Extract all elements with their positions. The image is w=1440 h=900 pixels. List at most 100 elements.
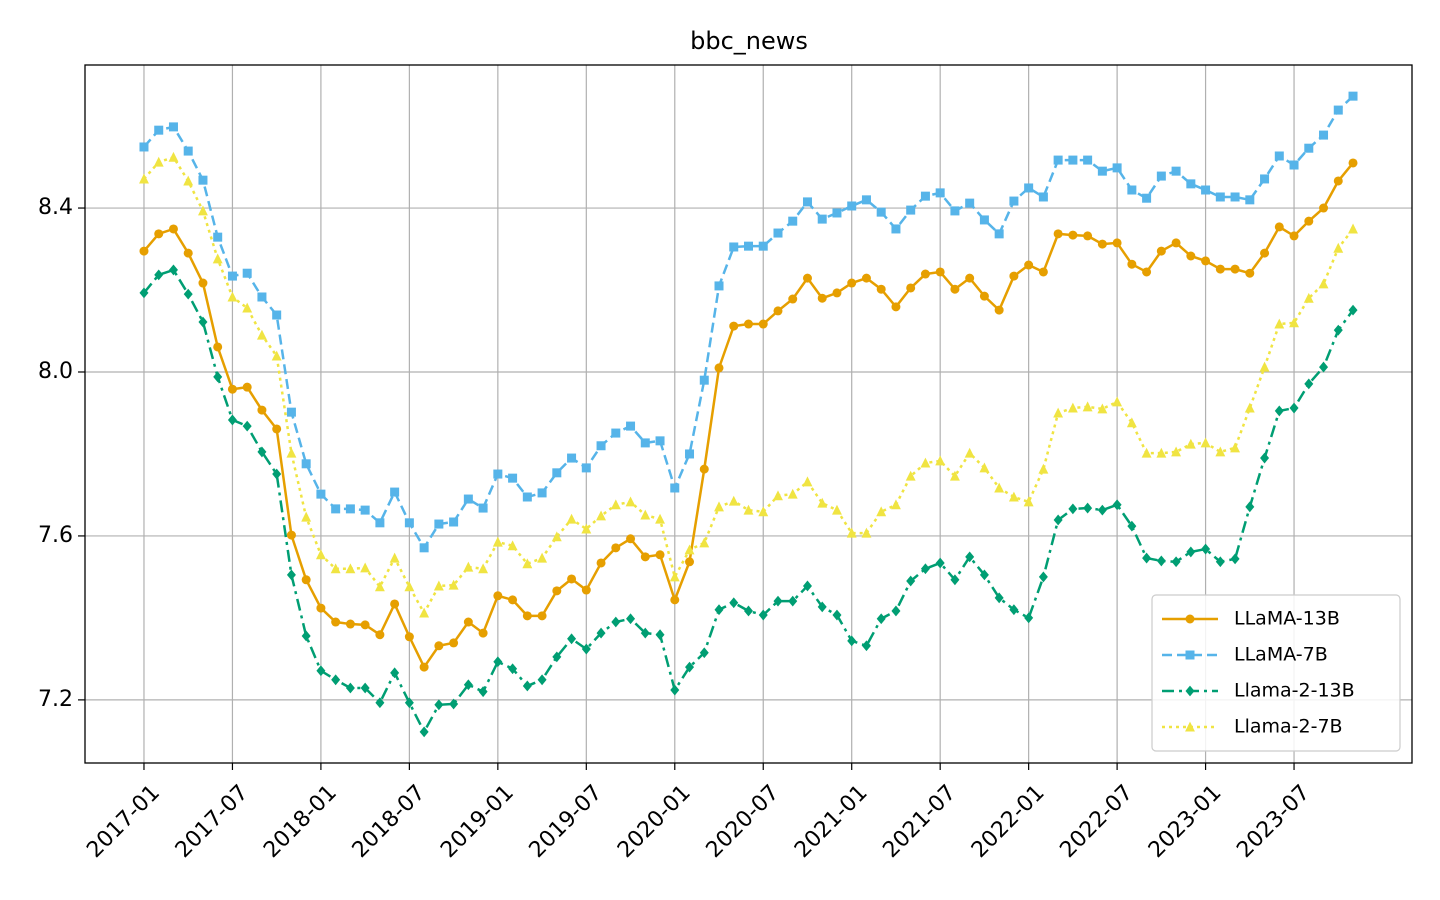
- data-point: [345, 563, 356, 574]
- data-point: [492, 536, 503, 547]
- data-point: [832, 504, 842, 515]
- data-point: [979, 291, 989, 301]
- legend-label: Llama-2-13B: [1234, 680, 1355, 702]
- data-point: [1289, 402, 1299, 414]
- data-point: [1038, 192, 1048, 202]
- data-point: [1186, 546, 1196, 558]
- data-point: [920, 563, 930, 575]
- data-point: [626, 613, 636, 625]
- data-point: [1304, 378, 1314, 390]
- legend-marker: [1185, 614, 1195, 624]
- data-point: [404, 632, 414, 642]
- data-point: [419, 543, 429, 553]
- data-point: [301, 511, 312, 522]
- data-point: [1289, 160, 1299, 170]
- data-point: [1142, 267, 1152, 277]
- data-point: [1156, 171, 1166, 181]
- data-point: [846, 527, 857, 538]
- data-point: [1348, 91, 1358, 101]
- data-point: [478, 563, 489, 574]
- data-point: [375, 630, 385, 640]
- data-point: [1200, 437, 1211, 448]
- data-point: [669, 571, 680, 582]
- data-point: [1083, 231, 1093, 241]
- data-point: [861, 527, 872, 538]
- data-point: [728, 495, 739, 506]
- data-point: [1230, 264, 1240, 274]
- data-point: [257, 292, 267, 302]
- data-point: [345, 682, 355, 694]
- chart-title: bbc_news: [690, 27, 808, 55]
- data-point: [213, 342, 223, 352]
- data-point: [301, 575, 311, 585]
- data-point: [316, 665, 326, 677]
- data-point: [242, 302, 253, 313]
- data-point: [227, 291, 238, 302]
- data-point: [861, 273, 871, 283]
- data-point: [861, 640, 871, 652]
- data-point: [449, 698, 459, 710]
- data-point: [537, 552, 548, 563]
- data-point: [1053, 155, 1063, 165]
- data-point: [876, 506, 887, 517]
- data-point: [965, 273, 975, 283]
- data-point: [493, 656, 503, 668]
- data-point: [832, 208, 842, 218]
- data-point: [345, 619, 355, 629]
- data-point: [596, 558, 606, 568]
- data-point: [1215, 556, 1225, 568]
- data-point: [1024, 260, 1034, 270]
- data-point: [272, 424, 282, 434]
- data-point: [611, 543, 621, 553]
- data-point: [640, 438, 650, 448]
- data-point: [316, 603, 326, 613]
- data-point: [610, 499, 621, 510]
- data-point: [920, 457, 931, 468]
- data-point: [758, 609, 768, 621]
- data-point: [640, 552, 650, 562]
- data-point: [375, 518, 385, 528]
- data-point: [596, 510, 607, 521]
- data-point: [581, 523, 592, 534]
- data-point: [847, 278, 857, 288]
- data-point: [640, 627, 650, 639]
- data-point: [714, 604, 724, 616]
- data-point: [1156, 246, 1166, 256]
- data-point: [1009, 604, 1019, 616]
- data-point: [802, 273, 812, 283]
- data-point: [522, 680, 532, 692]
- data-point: [802, 476, 813, 487]
- data-point: [685, 557, 695, 567]
- legend-label: Llama-2-7B: [1234, 716, 1343, 738]
- data-point: [463, 561, 474, 572]
- data-point: [1245, 501, 1255, 513]
- data-point: [758, 319, 768, 329]
- data-point: [611, 616, 621, 628]
- data-point: [463, 679, 473, 691]
- data-point: [1067, 402, 1078, 413]
- data-point: [390, 487, 400, 497]
- data-point: [1274, 222, 1284, 232]
- data-point: [1038, 463, 1049, 474]
- data-point: [1260, 248, 1270, 258]
- data-point: [950, 206, 960, 216]
- data-point: [1319, 203, 1329, 213]
- data-point: [994, 305, 1004, 315]
- data-point: [227, 384, 237, 394]
- data-point: [552, 651, 562, 663]
- data-point: [1083, 502, 1093, 514]
- data-point: [817, 601, 827, 613]
- data-point: [567, 633, 577, 645]
- data-point: [493, 469, 503, 479]
- data-point: [1230, 442, 1241, 453]
- data-point: [183, 288, 193, 300]
- data-point: [434, 641, 444, 651]
- y-tick-label: 8.4: [38, 195, 73, 220]
- data-point: [1230, 192, 1240, 202]
- data-point: [1053, 229, 1063, 239]
- series-line: [143, 155, 1355, 616]
- data-point: [1127, 185, 1137, 195]
- data-point: [994, 229, 1004, 239]
- data-point: [286, 569, 296, 581]
- legend-label: LLaMA-13B: [1234, 608, 1340, 630]
